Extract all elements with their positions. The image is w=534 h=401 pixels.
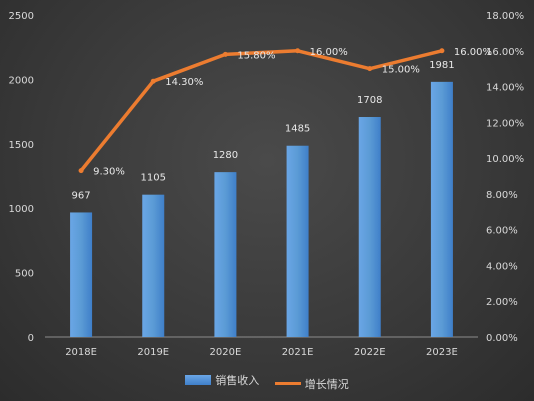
- y-right-tick-label: 14.00%: [486, 83, 524, 94]
- y-right-tick-label: 16.00%: [486, 47, 524, 58]
- line-data-label: 9.30%: [93, 167, 125, 178]
- y-left-tick-label: 0: [28, 333, 34, 344]
- line-point: [78, 168, 84, 174]
- y-right-tick-label: 0.00%: [486, 333, 518, 344]
- x-tick-label: 2022E: [354, 347, 386, 358]
- line-data-label: 15.80%: [237, 50, 275, 61]
- y-right-tick-label: 8.00%: [486, 190, 518, 201]
- x-tick-label: 2023E: [426, 347, 458, 358]
- x-tick-label: 2020E: [210, 347, 242, 358]
- legend-label-line: 增长情况: [304, 377, 349, 391]
- bar: [430, 81, 453, 337]
- y-left-tick-label: 2500: [9, 11, 34, 22]
- line-data-label: 16.00%: [454, 47, 492, 58]
- y-left-tick-label: 1500: [9, 140, 34, 151]
- x-tick-label: 2018E: [65, 347, 97, 358]
- legend-item-bar: 销售收入: [185, 372, 259, 388]
- bar: [214, 172, 237, 337]
- y-right-tick-label: 4.00%: [486, 261, 518, 272]
- bar-data-label: 1708: [357, 95, 382, 106]
- y-right-tick-label: 10.00%: [486, 154, 524, 165]
- legend-label-bar: 销售收入: [215, 374, 260, 387]
- x-tick-label: 2019E: [137, 347, 169, 358]
- line-point: [222, 51, 228, 57]
- bar-data-label: 1981: [429, 60, 454, 71]
- y-right-tick-label: 2.00%: [486, 297, 518, 308]
- y-left-tick-label: 500: [15, 269, 34, 280]
- bar: [70, 212, 93, 337]
- y-right-tick-label: 12.00%: [486, 118, 524, 129]
- bar-data-label: 1280: [213, 150, 238, 161]
- bar: [286, 145, 309, 337]
- line-point: [295, 48, 301, 54]
- line-data-label: 16.00%: [310, 47, 348, 58]
- y-left-tick-label: 2000: [9, 75, 34, 86]
- line-point: [150, 78, 156, 84]
- y-right-tick-label: 18.00%: [486, 11, 524, 22]
- y-right-tick-label: 6.00%: [486, 226, 518, 237]
- bar-data-label: 967: [72, 190, 91, 201]
- bar-data-label: 1105: [141, 173, 166, 184]
- bar-data-label: 1485: [285, 124, 310, 135]
- legend-swatch-bar: [185, 375, 212, 385]
- legend-swatch-line: [274, 382, 301, 385]
- y-left-tick-label: 1000: [9, 204, 34, 215]
- legend: 销售收入 增长情况: [0, 372, 534, 392]
- bar: [358, 117, 381, 337]
- line-point: [439, 48, 445, 54]
- line-data-label: 14.30%: [165, 77, 203, 88]
- growth-line: [79, 49, 444, 173]
- bar: [142, 194, 165, 337]
- legend-item-line: 增长情况: [274, 376, 349, 392]
- line-point: [367, 66, 373, 72]
- x-tick-label: 2021E: [282, 347, 314, 358]
- line-data-label: 15.00%: [382, 65, 420, 76]
